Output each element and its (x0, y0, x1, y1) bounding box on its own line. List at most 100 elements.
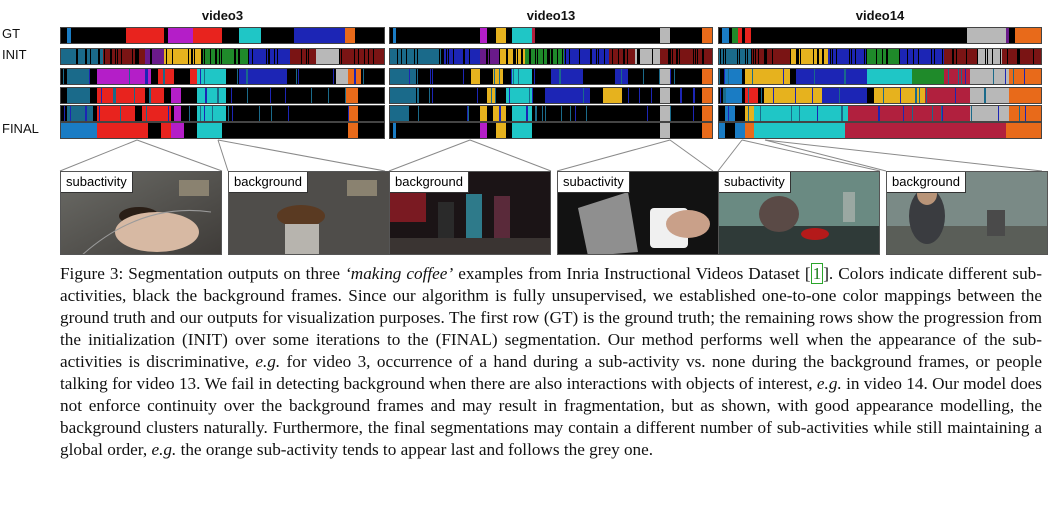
segment-fragment (486, 49, 488, 64)
stove-image (719, 172, 879, 254)
segment (608, 49, 635, 64)
segment (496, 123, 506, 138)
segment-fragment (417, 106, 419, 121)
segment-fragment (636, 49, 639, 64)
segment-fragment (432, 69, 434, 84)
segment-fragment (236, 69, 238, 84)
segment-fragment (816, 49, 818, 64)
segment (167, 28, 194, 43)
segment-fragment (199, 69, 202, 84)
citation-link[interactable]: 1 (810, 263, 824, 284)
segment-fragment (1032, 49, 1035, 64)
segment (480, 106, 487, 121)
segment-fragment (368, 49, 370, 64)
segment (702, 69, 712, 84)
segment-fragment (658, 69, 660, 84)
segment-fragment (952, 49, 954, 64)
segment (925, 88, 971, 103)
segment-fragment (835, 49, 838, 64)
segment (348, 123, 359, 138)
segment-fragment (267, 49, 269, 64)
segment-fragment (898, 49, 901, 64)
segment-fragment (650, 88, 652, 103)
segment (944, 49, 977, 64)
segment-fragment (517, 69, 519, 84)
segment-fragment (744, 49, 746, 64)
segment (702, 88, 712, 103)
segment-fragment (354, 69, 356, 84)
segment-fragment (406, 49, 408, 64)
segment-fragment (565, 49, 567, 64)
segment-fragment (747, 49, 749, 64)
segment-fragment (911, 106, 913, 121)
segment-fragment (771, 49, 773, 64)
segment-fragment (116, 49, 118, 64)
segment (970, 88, 1009, 103)
thumbnail-label: subactivity (558, 172, 630, 193)
segment-fragment (265, 49, 267, 64)
segment-fragment (251, 49, 253, 64)
thumbnail-video14-background: background (886, 171, 1048, 255)
segment-fragment (149, 49, 152, 64)
segment (193, 28, 213, 43)
segment-fragment (997, 106, 999, 121)
segment-fragment (499, 106, 501, 121)
segment-fragment (76, 49, 78, 64)
segment-fragment (530, 49, 532, 64)
segment-fragment (906, 49, 909, 64)
panel-title-video13: video13 (526, 8, 576, 23)
segment-fragment (114, 88, 116, 103)
segment-fragment (724, 88, 726, 103)
thumbnail-label: background (887, 172, 966, 193)
caption-text: the orange sub-activity tends to appear … (176, 440, 654, 459)
segment-fragment (537, 49, 539, 64)
segment-fragment (202, 49, 204, 64)
segment-fragment (647, 106, 649, 121)
segment-fragment (761, 88, 763, 103)
segment (390, 49, 442, 64)
segment-bar (389, 105, 713, 122)
segment-fragment (992, 49, 994, 64)
segment-fragment (191, 49, 193, 64)
segment (702, 123, 712, 138)
segment-fragment (165, 49, 167, 64)
segment-fragment (752, 49, 754, 64)
segment-fragment (550, 49, 553, 64)
segment-fragment (917, 49, 920, 64)
segment-fragment (621, 69, 623, 84)
segment (316, 49, 339, 64)
panel-title-video14: video14 (855, 8, 905, 23)
caption-italic: e.g. (255, 352, 281, 371)
segment-fragment (217, 88, 219, 103)
segment-fragment (565, 88, 567, 103)
segment-fragment (491, 88, 493, 103)
segment (512, 28, 532, 43)
segment-fragment (278, 69, 280, 84)
segment-fragment (68, 88, 70, 103)
segment-fragment (960, 69, 962, 84)
segment-fragment (339, 49, 341, 64)
segment-fragment (799, 49, 801, 64)
segment (499, 49, 526, 64)
segment-fragment (1023, 69, 1025, 84)
segment-fragment (747, 88, 749, 103)
segment-fragment (516, 49, 518, 64)
segment (67, 88, 91, 103)
segment-fragment (120, 49, 122, 64)
segment (293, 28, 346, 43)
segment-fragment (146, 69, 148, 84)
segment-fragment (134, 49, 136, 64)
segment-bar (60, 122, 385, 139)
segment-fragment (363, 49, 365, 64)
segment-fragment (611, 49, 613, 64)
segment (96, 123, 139, 138)
segment-fragment (133, 88, 136, 103)
segment-fragment (506, 49, 508, 64)
segment-fragment (494, 69, 496, 84)
segment-fragment (811, 88, 814, 103)
segment-fragment (354, 49, 356, 64)
segment (393, 123, 397, 138)
segment-fragment (151, 49, 153, 64)
caption-italic: e.g. (151, 440, 177, 459)
segment-fragment (401, 49, 403, 64)
